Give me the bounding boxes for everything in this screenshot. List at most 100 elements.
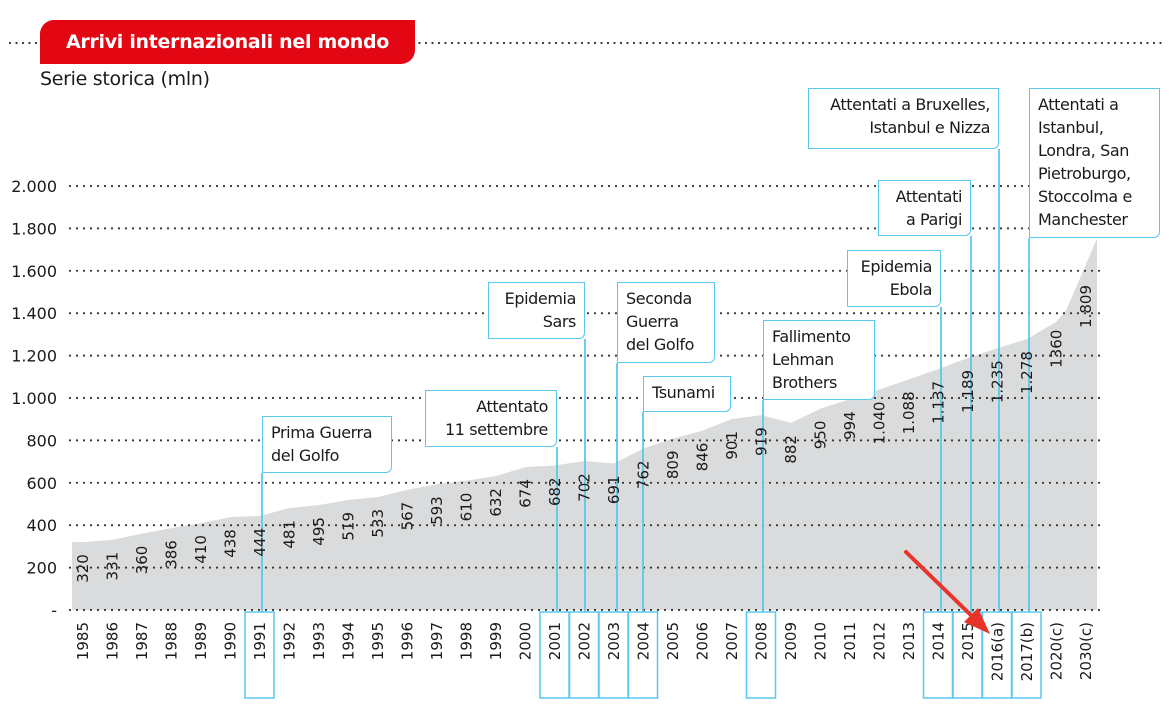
event-annotation: Fallimento Lehman Brothers — [763, 320, 875, 400]
event-annotation: Tsunami — [643, 376, 731, 412]
data-label: 533 — [369, 509, 387, 538]
annotation-line: Attentati a — [1038, 95, 1119, 114]
data-label: 1.278 — [1018, 351, 1036, 394]
data-label: 386 — [163, 540, 181, 569]
event-annotation: Prima Guerra del Golfo — [262, 416, 392, 473]
annotation-line: Attentati a Bruxelles, — [830, 95, 990, 114]
data-label: 444 — [251, 528, 269, 557]
data-label: 950 — [812, 421, 830, 450]
x-tick-label: 1988 — [163, 622, 181, 660]
x-tick-label: 2000 — [517, 622, 535, 660]
x-tick-label: 2011 — [841, 622, 859, 660]
y-tick-label: - — [51, 601, 57, 620]
event-annotation: Attentati a Istanbul, Londra, San Pietrobur… — [1029, 88, 1160, 238]
data-label: 1.809 — [1077, 285, 1095, 328]
event-year-box — [1011, 611, 1042, 699]
data-label: 410 — [192, 535, 210, 564]
y-tick-label: 1.400 — [11, 304, 57, 323]
annotation-line: Londra, San — [1038, 141, 1129, 160]
annotation-line: Lehman — [772, 350, 834, 369]
annotation-line: del Golfo — [271, 446, 339, 465]
annotation-line: Sars — [542, 312, 577, 331]
data-label: 438 — [222, 529, 240, 558]
annotation-line: Fallimento — [772, 327, 851, 346]
x-tick-label: 2014 — [930, 622, 948, 660]
y-tick-label: 1.000 — [11, 389, 57, 408]
data-label: 919 — [753, 427, 771, 456]
data-label: 331 — [104, 552, 122, 581]
data-label: 846 — [694, 443, 712, 472]
annotation-line: Attentato — [476, 397, 548, 416]
data-label: 1.137 — [930, 381, 948, 424]
x-tick-label: 2017(b) — [1018, 622, 1036, 681]
data-label: 762 — [635, 460, 653, 489]
data-label: 610 — [458, 493, 476, 522]
y-tick-label: 1.200 — [11, 347, 57, 366]
event-annotation: Attentato 11 settembre — [425, 390, 557, 447]
data-label: 882 — [782, 435, 800, 464]
annotation-line: Tsunami — [652, 383, 715, 402]
event-year-box — [745, 611, 777, 699]
y-tick-label: 1.800 — [11, 219, 57, 238]
data-label: 702 — [576, 473, 594, 502]
annotation-line: 11 settembre — [444, 420, 548, 439]
annotation-line: Epidemia — [504, 289, 577, 308]
annotation-line: Epidemia — [860, 257, 933, 276]
x-tick-label: 1990 — [222, 622, 240, 660]
data-label: 567 — [399, 502, 417, 531]
x-tick-label: 2015 — [959, 622, 977, 660]
x-tick-label: 2016(a) — [989, 622, 1007, 681]
x-tick-label: 2003 — [605, 622, 623, 660]
data-label: 360 — [133, 546, 151, 575]
annotation-line: Prima Guerra — [271, 423, 373, 442]
arrow-shaft — [904, 550, 980, 624]
x-tick-label: 2010 — [812, 622, 830, 660]
x-tick-label: 2020(c) — [1048, 622, 1066, 680]
x-tick-label: 1985 — [74, 622, 92, 660]
data-label: 495 — [310, 517, 328, 546]
event-annotation: Attentati a Parigi — [878, 180, 971, 236]
x-tick-label: 1992 — [281, 622, 299, 660]
chart-title: Arrivi internazionali nel mondo — [40, 20, 415, 64]
annotation-line: del Golfo — [626, 335, 694, 354]
data-label: 593 — [428, 496, 446, 525]
data-label: 901 — [723, 431, 741, 460]
event-annotation: Seconda Guerra del Golfo — [617, 282, 715, 363]
event-annotation: Epidemia Sars — [488, 282, 585, 339]
arrow-head-icon — [964, 608, 990, 634]
y-tick-label: 400 — [26, 516, 57, 535]
x-tick-label: 2002 — [576, 622, 594, 660]
x-tick-label: 2005 — [664, 622, 682, 660]
x-tick-label: 2008 — [753, 622, 771, 660]
event-annotation: Attentati a Bruxelles, Istanbul e Nizza — [808, 88, 999, 149]
x-tick-label: 2006 — [694, 622, 712, 660]
x-tick-label: 1997 — [428, 622, 446, 660]
data-label: 1.235 — [989, 360, 1007, 403]
annotation-line: Seconda — [626, 289, 692, 308]
data-label: 682 — [546, 477, 564, 506]
y-tick-label: 2.000 — [11, 177, 57, 196]
annotation-line: Guerra — [626, 312, 679, 331]
data-label: 1.040 — [871, 402, 889, 445]
y-tick-label: 600 — [26, 474, 57, 493]
annotation-line: Manchester — [1038, 210, 1128, 229]
data-label: 809 — [664, 450, 682, 479]
event-year-box — [244, 611, 275, 699]
annotation-line: Stoccolma e — [1038, 187, 1132, 206]
data-label: 1.189 — [959, 370, 977, 413]
x-tick-label: 1986 — [104, 622, 122, 660]
x-tick-label: 2013 — [900, 622, 918, 660]
x-tick-label: 2009 — [782, 622, 800, 660]
event-annotation: Epidemia Ebola — [847, 250, 941, 307]
event-year-box — [627, 611, 659, 699]
data-label: 1360 — [1048, 330, 1066, 368]
annotation-line: Attentati — [895, 187, 963, 206]
data-label: 519 — [340, 512, 358, 541]
annotation-line: Istanbul e Nizza — [869, 118, 990, 137]
x-tick-label: 1999 — [487, 622, 505, 660]
x-tick-label: 1989 — [192, 622, 210, 660]
x-tick-label: 1995 — [369, 622, 387, 660]
data-label: 320 — [74, 554, 92, 583]
x-tick-label: 2030(c) — [1077, 622, 1095, 680]
